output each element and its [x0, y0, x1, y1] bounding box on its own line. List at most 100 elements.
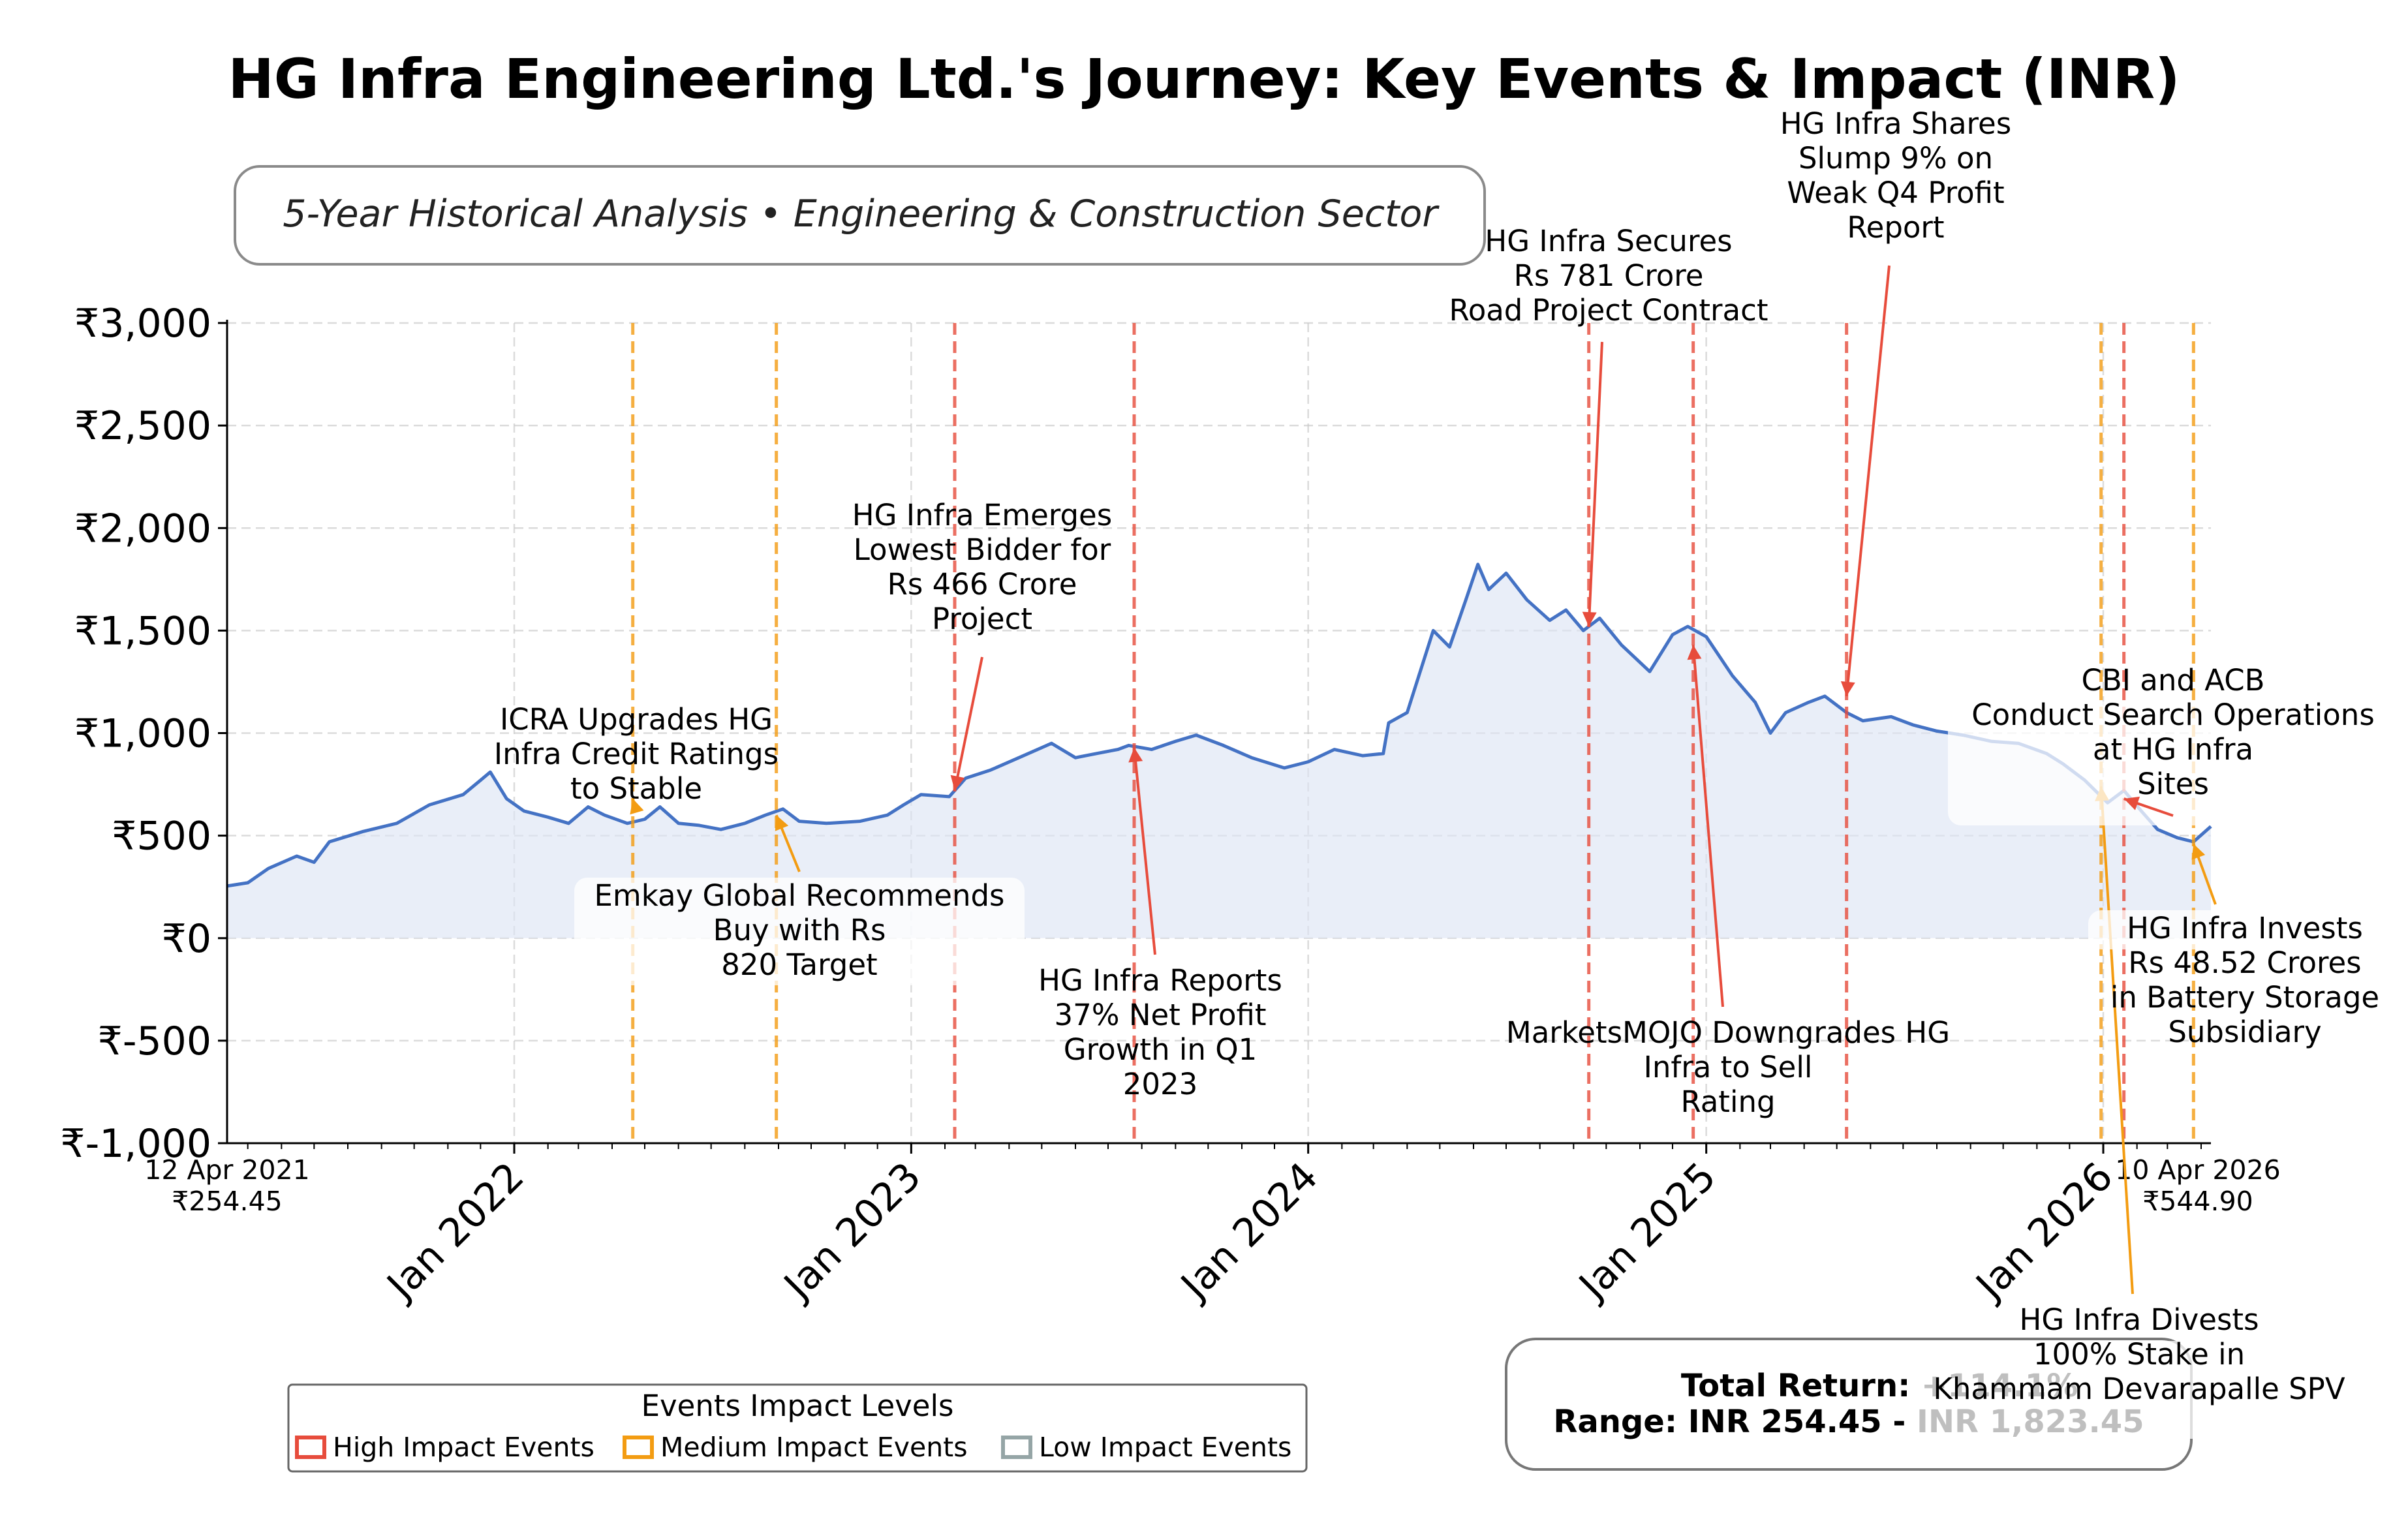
annotation-text-3: HG Infra Reports 37% Net Profit Growth in … [1038, 963, 1282, 1101]
y-tick-label-1: ₹-500 [98, 1019, 211, 1064]
annotation-line-1-2: 820 Target [721, 947, 877, 982]
start-date-label: 12 Apr 2021 [144, 1154, 310, 1186]
annotation-line-7-0: HG Infra Divests [2019, 1302, 2259, 1337]
annotation-line-6-2: Weak Q4 Profit [1787, 176, 2004, 210]
annotation-arrowhead-8 [2123, 796, 2140, 810]
annotation-arrow-2 [953, 656, 983, 791]
annotation-text-2: HG Infra Emerges Lowest Bidder for Rs 466 … [852, 498, 1112, 636]
x-tick-label-4: Jan 2026 [1966, 1154, 2122, 1310]
annotation-arrow-5 [1691, 645, 1724, 1007]
annotation-line-4-1: Rs 781 Crore [1514, 258, 1704, 293]
annotation-box-8 [1948, 701, 2372, 825]
event-annotation-9: HG Infra Invests Rs 48.52 Crores in Batter… [2088, 843, 2379, 1049]
legend: Events Impact Levels High Impact Events … [287, 1383, 1308, 1473]
annotation-arrowhead-5 [1687, 645, 1702, 660]
start-label: 12 Apr 2021 ₹254.45 [144, 1154, 310, 1217]
price-line [226, 562, 2212, 888]
end-date-label: 10 Apr 2026 [2115, 1154, 2281, 1186]
x-tick-label-3: Jan 2025 [1569, 1154, 1725, 1310]
y-axis-ticks: ₹-1,000 ₹-500 ₹0 ₹500 ₹1,000 ₹1,500 ₹2,000 ₹2,5… [60, 301, 227, 1167]
event-annotation-1: Emkay Global Recommends Buy with Rs 820 Ta… [574, 814, 1025, 985]
legend-item-medium: Medium Impact Events [623, 1432, 968, 1463]
annotation-text-4: HG Infra Secures Rs 781 Crore Road Project… [1449, 224, 1768, 328]
annotation-line-9-3: Subsidiary [2168, 1015, 2321, 1049]
annotation-text-0: ICRA Upgrades HG Infra Credit Ratings to S… [494, 702, 779, 806]
annotation-line-5-0: MarketsMOJO Downgrades HG [1506, 1015, 1950, 1050]
annotation-arrow-3 [1133, 747, 1156, 955]
legend-item-high: High Impact Events [295, 1432, 594, 1463]
annotation-line-8-2: at HG Infra [2093, 732, 2253, 767]
end-label: 10 Apr 2026 ₹544.90 [2115, 1154, 2281, 1217]
annotation-line-9-0: HG Infra Invests [2127, 911, 2363, 945]
annotation-line-8-1: Conduct Search Operations [1971, 698, 2375, 732]
annotation-line-3-0: HG Infra Reports [1038, 963, 1282, 998]
annotation-line-2-3: Project [932, 602, 1032, 636]
annotation-line-7-1: 100% Stake in [2033, 1337, 2245, 1372]
annotation-text-1: Emkay Global Recommends Buy with Rs 820 Ta… [594, 878, 1005, 982]
annotation-arrowhead-9 [2191, 844, 2206, 860]
annotation-arrow-7 [2099, 786, 2134, 1295]
price-area [227, 564, 2211, 938]
legend-title: Events Impact Levels [641, 1389, 954, 1423]
y-tick-label-2: ₹0 [162, 916, 211, 962]
annotation-box-9 [2088, 910, 2362, 949]
event-annotation-6: HG Infra Shares Slump 9% on Weak Q4 Profit… [1780, 106, 2011, 697]
chart-subtitle: 5-Year Historical Analysis • Engineering… [283, 192, 1440, 236]
annotation-arrowhead-2 [950, 775, 965, 791]
legend-swatch-medium [623, 1436, 654, 1459]
start-price-label: ₹254.45 [172, 1186, 283, 1217]
annotation-line-1-1: Buy with Rs [713, 913, 886, 947]
annotation-line-3-2: Growth in Q1 [1064, 1032, 1258, 1067]
annotation-line-3-3: 2023 [1123, 1067, 1198, 1101]
annotation-line-0-0: ICRA Upgrades HG [500, 702, 773, 737]
annotation-line-6-1: Slump 9% on [1798, 141, 1993, 176]
annotation-line-5-2: Rating [1680, 1084, 1775, 1119]
annotation-line-8-3: Sites [2137, 767, 2209, 801]
y-tick-label-6: ₹2,000 [74, 506, 211, 551]
event-annotation-3: HG Infra Reports 37% Net Profit Growth in … [1038, 747, 1282, 1101]
annotation-box-1 [574, 878, 1025, 985]
event-annotations: ICRA Upgrades HG Infra Credit Ratings to S… [494, 106, 2379, 1439]
annotation-line-6-0: HG Infra Shares [1780, 106, 2011, 141]
annotation-box-7 [1912, 1341, 2297, 1439]
annotation-arrowhead-4 [1582, 611, 1597, 627]
y-tick-label-7: ₹2,500 [74, 403, 211, 449]
x-tick-label-2: Jan 2024 [1171, 1154, 1327, 1310]
annotation-line-1-0: Emkay Global Recommends [594, 878, 1005, 913]
y-tick-label-3: ₹500 [112, 814, 211, 859]
annotation-line-0-1: Infra Credit Ratings [494, 737, 779, 771]
annotation-line-6-3: Report [1847, 210, 1944, 245]
price-area-fill [227, 564, 2211, 938]
x-axis-ticks: Jan 2022 Jan 2023 Jan 2024 Jan 2025 Jan 2026 [247, 1143, 2202, 1310]
annotation-text-5: MarketsMOJO Downgrades HG Infra to Sell Ra… [1506, 1015, 1950, 1119]
annotation-line-8-0: CBI and ACB [2081, 663, 2264, 698]
event-annotation-5: MarketsMOJO Downgrades HG Infra to Sell Ra… [1506, 645, 1950, 1119]
annotation-line-4-0: HG Infra Secures [1485, 224, 1732, 258]
annotation-line-9-1: Rs 48.52 Crores [2128, 945, 2361, 980]
legend-swatch-high [295, 1436, 326, 1459]
annotation-arrowhead-6 [1840, 681, 1855, 696]
event-annotation-2: HG Infra Emerges Lowest Bidder for Rs 466 … [852, 498, 1112, 791]
annotation-line-2-2: Rs 466 Crore [888, 567, 1077, 602]
price-line-path [226, 562, 2212, 888]
event-annotation-7: HG Infra Divests 100% Stake in Khammam Dev… [1912, 786, 2345, 1439]
y-tick-label-0: ₹-1,000 [60, 1121, 211, 1167]
annotation-text-6: HG Infra Shares Slump 9% on Weak Q4 Profit… [1780, 106, 2011, 245]
annotation-line-3-1: 37% Net Profit [1055, 998, 1267, 1032]
annotation-arrow-4 [1587, 341, 1603, 627]
chart-title: HG Infra Engineering Ltd.'s Journey: Key… [228, 47, 2180, 111]
annotation-arrowhead-3 [1128, 747, 1143, 763]
annotation-line-2-0: HG Infra Emerges [852, 498, 1112, 532]
annotation-text-7: HG Infra Divests 100% Stake in Khammam Dev… [1933, 1302, 2345, 1406]
annotation-line-7-2: Khammam Devarapalle SPV [1933, 1372, 2345, 1406]
annotation-text-8: CBI and ACB Conduct Search Operations at H… [1971, 663, 2375, 801]
annotation-arrowhead-0 [630, 799, 644, 815]
legend-item-low: Low Impact Events [1001, 1432, 1291, 1463]
legend-label-high: High Impact Events [333, 1432, 594, 1463]
event-annotation-4: HG Infra Secures Rs 781 Crore Road Project… [1449, 224, 1768, 627]
annotation-line-0-2: to Stable [570, 771, 702, 806]
event-annotation-8: CBI and ACB Conduct Search Operations at H… [1948, 663, 2375, 825]
y-tick-label-5: ₹1,500 [74, 608, 211, 654]
event-annotation-0: ICRA Upgrades HG Infra Credit Ratings to S… [494, 702, 779, 815]
annotation-text-9: HG Infra Invests Rs 48.52 Crores in Batter… [2110, 911, 2379, 1049]
